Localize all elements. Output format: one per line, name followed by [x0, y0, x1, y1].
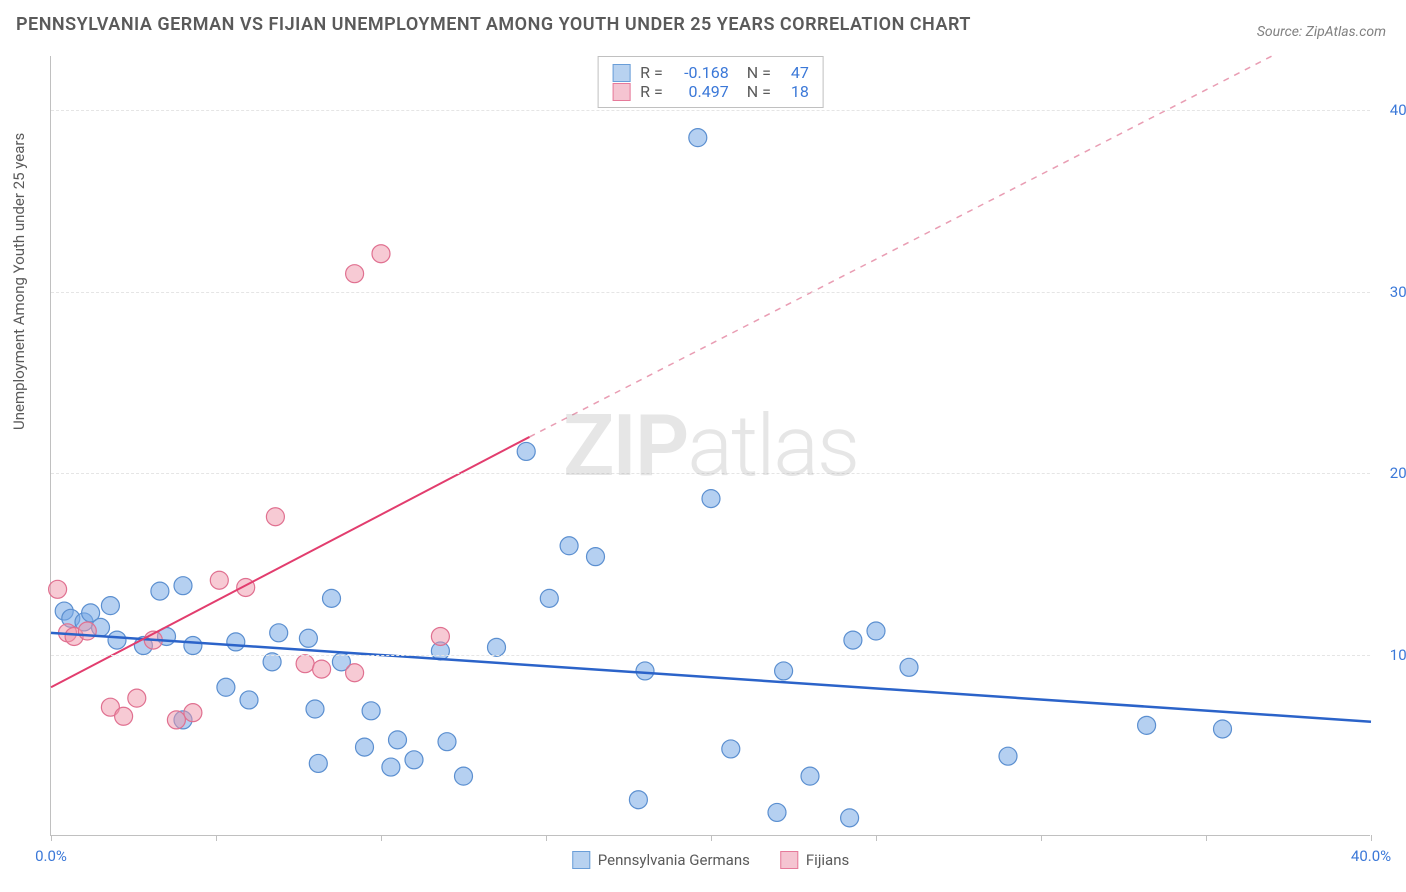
data-point [768, 803, 786, 821]
data-point [1214, 720, 1232, 738]
x-tick-mark [1371, 835, 1372, 841]
data-point [455, 767, 473, 785]
data-point [78, 622, 96, 640]
y-tick-label: 20.0% [1390, 464, 1406, 482]
data-point [174, 577, 192, 595]
x-tick-mark [216, 835, 217, 841]
data-point [438, 733, 456, 751]
y-tick-label: 10.0% [1390, 646, 1406, 664]
trend-line [530, 56, 1273, 437]
legend-item: Pennsylvania Germans [572, 851, 750, 869]
data-point [313, 660, 331, 678]
data-point [296, 655, 314, 673]
data-point [217, 678, 235, 696]
data-point [49, 580, 67, 598]
data-point [309, 754, 327, 772]
data-point [389, 731, 407, 749]
data-point [210, 571, 228, 589]
data-point [801, 767, 819, 785]
data-point [405, 751, 423, 769]
scatter-plot-svg [51, 56, 1370, 835]
legend-swatch [780, 851, 798, 869]
y-tick-label: 30.0% [1390, 283, 1406, 301]
stats-row: R = 0.497 N = 18 [612, 82, 809, 101]
source-attribution: Source: ZipAtlas.com [1257, 24, 1386, 40]
data-point [115, 707, 133, 725]
data-point [108, 631, 126, 649]
x-tick-mark [1206, 835, 1207, 841]
data-point [128, 689, 146, 707]
data-point [266, 508, 284, 526]
data-point [346, 664, 364, 682]
data-point [629, 791, 647, 809]
x-tick-label: 40.0% [1351, 847, 1391, 865]
n-value: 47 [781, 63, 809, 82]
chart-title: PENNSYLVANIA GERMAN VS FIJIAN UNEMPLOYME… [16, 14, 971, 35]
data-point [636, 662, 654, 680]
data-point [517, 442, 535, 460]
data-point [775, 662, 793, 680]
legend-swatch [572, 851, 590, 869]
data-point [356, 738, 374, 756]
y-axis-label: Unemployment Among Youth under 25 years [10, 133, 28, 430]
data-point [689, 129, 707, 147]
data-point [722, 740, 740, 758]
data-point [270, 624, 288, 642]
data-point [151, 582, 169, 600]
data-point [372, 245, 390, 263]
r-value: 0.497 [673, 82, 729, 101]
series-swatch [612, 83, 630, 101]
correlation-stats-box: R = -0.168 N = 47 R = 0.497 N = 18 [597, 56, 824, 108]
legend-label: Fijians [806, 851, 849, 869]
data-point [702, 490, 720, 508]
x-tick-label: 0.0% [35, 847, 67, 865]
series-swatch [612, 64, 630, 82]
data-point [587, 548, 605, 566]
data-point [323, 589, 341, 607]
stats-row: R = -0.168 N = 47 [612, 63, 809, 82]
data-point [240, 691, 258, 709]
data-point [540, 589, 558, 607]
legend: Pennsylvania Germans Fijians [572, 851, 849, 869]
legend-item: Fijians [780, 851, 849, 869]
x-tick-mark [381, 835, 382, 841]
data-point [844, 631, 862, 649]
y-tick-label: 40.0% [1390, 101, 1406, 119]
x-tick-mark [711, 835, 712, 841]
data-point [560, 537, 578, 555]
r-value: -0.168 [673, 63, 729, 82]
r-label: R = [640, 82, 663, 101]
n-value: 18 [781, 82, 809, 101]
gridline [51, 292, 1370, 293]
chart-plot-area: R =-0.168N =47R =0.497N =18 ZIPatlas Pen… [50, 56, 1370, 836]
data-point [346, 265, 364, 283]
data-point [362, 702, 380, 720]
gridline [51, 655, 1370, 656]
data-point [999, 747, 1017, 765]
x-tick-mark [546, 835, 547, 841]
x-tick-mark [876, 835, 877, 841]
data-point [167, 711, 185, 729]
data-point [306, 700, 324, 718]
data-point [184, 637, 202, 655]
data-point [227, 633, 245, 651]
gridline [51, 473, 1370, 474]
data-point [299, 629, 317, 647]
x-tick-mark [1041, 835, 1042, 841]
data-point [101, 597, 119, 615]
legend-label: Pennsylvania Germans [598, 851, 750, 869]
data-point [382, 758, 400, 776]
data-point [184, 704, 202, 722]
n-label: N = [747, 82, 771, 101]
data-point [1138, 716, 1156, 734]
n-label: N = [747, 63, 771, 82]
gridline [51, 110, 1370, 111]
data-point [900, 658, 918, 676]
data-point [431, 627, 449, 645]
data-point [867, 622, 885, 640]
r-label: R = [640, 63, 663, 82]
data-point [841, 809, 859, 827]
x-tick-mark [51, 835, 52, 841]
